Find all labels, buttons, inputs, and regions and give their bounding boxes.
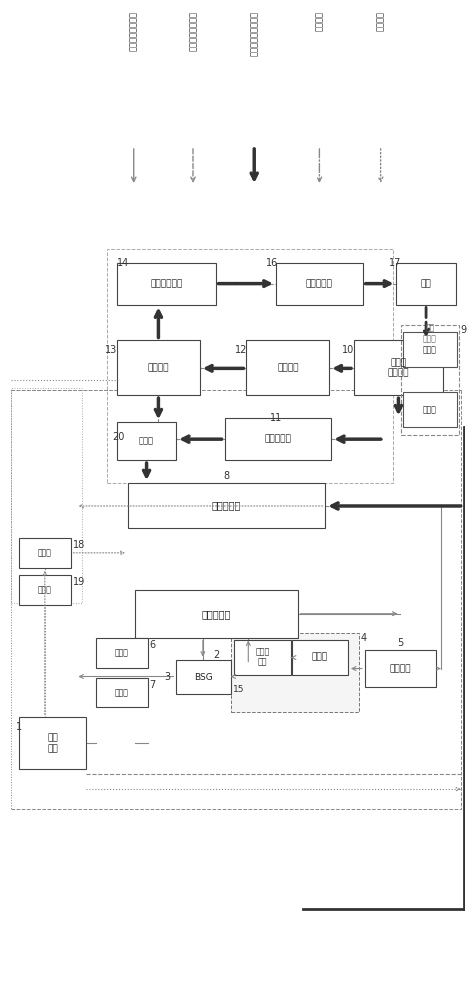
Text: BSG: BSG [194,673,213,682]
Text: 中冷器: 中冷器 [312,653,328,662]
Text: 13: 13 [105,345,117,355]
FancyBboxPatch shape [176,660,231,694]
FancyBboxPatch shape [231,633,359,712]
Text: 电子水泵: 电子水泵 [390,664,411,673]
FancyBboxPatch shape [128,483,325,528]
FancyBboxPatch shape [246,340,329,395]
FancyBboxPatch shape [117,422,176,460]
Text: 排气管路: 排气管路 [376,11,385,31]
Text: 恒温散热器: 恒温散热器 [212,500,241,510]
Text: 暖暖发生器: 暖暖发生器 [265,435,291,444]
FancyBboxPatch shape [96,638,148,668]
Text: 14: 14 [117,258,129,268]
Text: 补水管路: 补水管路 [315,11,324,31]
Text: 进水口: 进水口 [423,345,437,354]
Text: 18: 18 [73,540,85,550]
Text: 缸盖水套: 缸盖水套 [148,363,169,372]
Text: 涡轮增压器: 涡轮增压器 [306,279,333,288]
FancyBboxPatch shape [403,392,457,427]
FancyBboxPatch shape [292,640,348,675]
FancyBboxPatch shape [225,418,331,460]
Text: 16: 16 [266,258,278,268]
Text: 单向阀: 单向阀 [38,548,52,557]
Text: 节流阀: 节流阀 [38,585,52,594]
Text: 小循环冷却液流路: 小循环冷却液流路 [189,11,197,51]
Text: 20: 20 [112,432,124,442]
FancyBboxPatch shape [396,263,456,305]
Text: 3: 3 [164,672,170,682]
Text: 节流阀: 节流阀 [115,648,129,657]
Text: 4: 4 [361,633,367,643]
Text: 缸体水套: 缸体水套 [277,363,299,372]
Text: 5: 5 [397,638,403,648]
Text: 出水口: 出水口 [139,437,154,446]
FancyBboxPatch shape [19,538,70,568]
FancyBboxPatch shape [276,263,363,305]
Text: 8: 8 [224,471,230,481]
Text: 12: 12 [234,345,247,355]
Text: 大循环冷却液流路: 大循环冷却液流路 [129,11,138,51]
Text: 19: 19 [73,577,85,587]
Text: 开关式
机械水泵: 开关式 机械水泵 [388,358,409,378]
Text: 延迟循环冷却液流路: 延迟循环冷却液流路 [250,11,259,56]
FancyBboxPatch shape [365,650,436,687]
FancyBboxPatch shape [19,575,70,605]
Text: 17: 17 [388,258,401,268]
Text: 9: 9 [461,325,467,335]
Text: 7: 7 [150,680,156,690]
Text: 2: 2 [213,650,219,660]
Text: 11: 11 [270,413,282,423]
Text: 1: 1 [16,722,23,732]
FancyBboxPatch shape [135,590,298,638]
FancyBboxPatch shape [117,263,216,305]
FancyBboxPatch shape [234,640,291,675]
Text: 单向阀: 单向阀 [115,688,129,697]
Text: 电子增
压器: 电子增 压器 [256,647,270,667]
Text: 膨胀
水箱: 膨胀 水箱 [47,734,58,753]
FancyBboxPatch shape [117,340,200,395]
FancyBboxPatch shape [19,717,86,769]
Text: 10: 10 [342,345,355,355]
Text: 6: 6 [150,640,156,650]
FancyBboxPatch shape [96,678,148,707]
FancyBboxPatch shape [403,332,457,367]
Text: 15: 15 [233,685,244,694]
Text: 暖风: 暖风 [421,279,431,288]
Text: 电控辅助水泵: 电控辅助水泵 [150,279,182,288]
Text: 低温散热器: 低温散热器 [202,609,231,619]
Text: 出水口: 出水口 [423,405,437,414]
FancyBboxPatch shape [354,340,443,395]
Text: 电子
节温器: 电子 节温器 [423,323,437,343]
